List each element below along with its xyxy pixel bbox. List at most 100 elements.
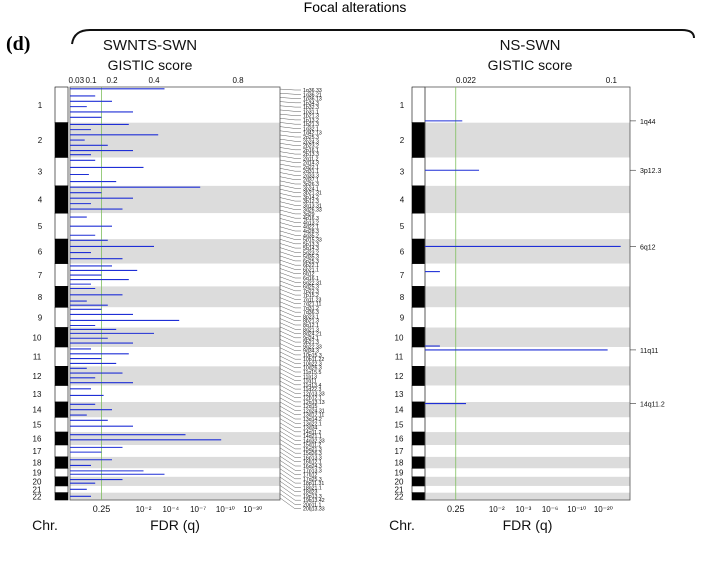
peak-label: 11p15.5 [303, 370, 321, 376]
peak-label: 10p15.3 [303, 353, 322, 359]
ideogram-1 [411, 86, 426, 123]
ideogram-16 [411, 431, 426, 446]
peak-leader [279, 368, 301, 377]
peak-label: 11q11 [303, 379, 317, 385]
chr-band-13 [70, 385, 280, 403]
peak-leader [279, 430, 301, 441]
peak-label: 7q31.2 [303, 306, 319, 312]
peak-label: 1p21.3 [303, 114, 319, 120]
peak-leader [279, 205, 301, 210]
chr-label-3: 3 [38, 168, 43, 177]
chr-band-11 [425, 347, 630, 367]
peak-leader [279, 222, 301, 227]
chr-label-14: 14 [395, 406, 404, 415]
chr-label-1: 1 [38, 101, 43, 110]
ideogram-19 [54, 468, 69, 478]
peak-label: 5p15.33 [303, 238, 322, 244]
peak-label: 4q13.2 [303, 220, 319, 226]
chr-label-16: 16 [395, 435, 404, 444]
peak-leader [279, 347, 301, 356]
ideogram-6 [411, 238, 426, 264]
peak-leader [279, 405, 301, 415]
peak-label: 7q21.11 [303, 302, 321, 308]
chr-band-16 [70, 432, 280, 445]
chr-label-20: 20 [395, 477, 404, 486]
chr-band-8 [425, 286, 630, 308]
top-tick-label: 0.1 [85, 76, 97, 85]
peak-label: 9p24.1 [303, 336, 319, 342]
chr-band-1 [425, 87, 630, 123]
chr-label-19: 19 [33, 469, 42, 478]
peak-label: 18q21.1 [303, 485, 322, 491]
chr-band-21 [425, 485, 630, 493]
peak-label: 16q12.1 [303, 460, 322, 466]
peak-leader [279, 197, 301, 202]
peak-label: 1q42.13 [303, 131, 322, 137]
peak-leader [279, 380, 301, 390]
peak-leader [279, 226, 301, 232]
peak-leader [279, 481, 301, 492]
ideogram-4 [54, 185, 69, 214]
peak-leader [279, 239, 301, 245]
peak-label: 15q11.2 [303, 443, 321, 449]
peak-label: 4p16.3 [303, 216, 319, 222]
chr-label-9: 9 [38, 313, 43, 322]
peak-label: 2q22.1 [303, 165, 319, 171]
chr-band-14 [425, 402, 630, 418]
ideogram-12 [411, 366, 426, 386]
ideogram-15 [54, 417, 69, 433]
peak-label: 8q24.21 [303, 332, 322, 338]
peak-label: 12q13.13 [303, 400, 325, 406]
chr-label-22: 22 [395, 492, 404, 501]
peak-label: 2q31.1 [303, 169, 319, 175]
peak-leader [279, 435, 301, 445]
chr-band-11 [70, 347, 280, 367]
peak-leader [279, 172, 301, 176]
chr-band-22 [425, 492, 630, 500]
peak-leader [279, 439, 301, 450]
peak-leader [279, 247, 301, 253]
peak-label: 14q11.2 [303, 430, 321, 436]
chr-band-15 [425, 417, 630, 433]
chr-label-22: 22 [33, 492, 42, 501]
chr-label-19: 19 [395, 469, 404, 478]
peak-label: 1p36.13 [303, 97, 322, 103]
peak-leader [279, 184, 301, 189]
chr-band-6 [425, 239, 630, 264]
chr-band-12 [425, 366, 630, 386]
peak-leader [279, 143, 301, 146]
peak-leader [279, 201, 301, 206]
peak-label: 2p23.2 [303, 144, 319, 150]
peak-label: 3q29 [303, 212, 315, 218]
ideogram-15 [411, 417, 426, 433]
chr-label-12: 12 [395, 372, 404, 381]
chr-band-19 [425, 468, 630, 477]
peak-label: 7q11.23 [303, 297, 321, 303]
x-axis-label: FDR (q) [150, 517, 200, 533]
peak-label: 9p21.3 [303, 340, 319, 346]
peak-leader [279, 401, 301, 411]
peak-leader [279, 414, 301, 424]
ideogram-7 [54, 263, 69, 287]
peak-label: 4q28.3 [303, 229, 319, 235]
peak-label: 10p11.22 [303, 357, 324, 363]
chr-band-8 [70, 286, 280, 308]
ideogram-8 [54, 286, 69, 308]
peak-label: 19p13.3 [303, 494, 322, 500]
ideogram-10 [54, 327, 69, 348]
peak-leader [279, 326, 301, 334]
peak-label: 10q26.3 [303, 366, 322, 372]
peak-leader [279, 468, 301, 480]
peak-label: 14q32.33 [303, 438, 325, 444]
peak-label: 16q24.3 [303, 464, 322, 470]
chr-label-7: 7 [400, 271, 405, 280]
peak-leader [279, 443, 301, 454]
bottom-tick-label: 10⁻³ [516, 505, 532, 514]
chr-band-7 [425, 263, 630, 287]
ideogram-14 [411, 401, 426, 418]
peak-label: 5q14.3 [303, 246, 319, 252]
peak-label: 1p31.1 [303, 109, 319, 115]
peak-label: 6p25.3 [303, 259, 319, 265]
ideogram-11 [411, 346, 426, 367]
chr-label-20: 20 [33, 477, 42, 486]
